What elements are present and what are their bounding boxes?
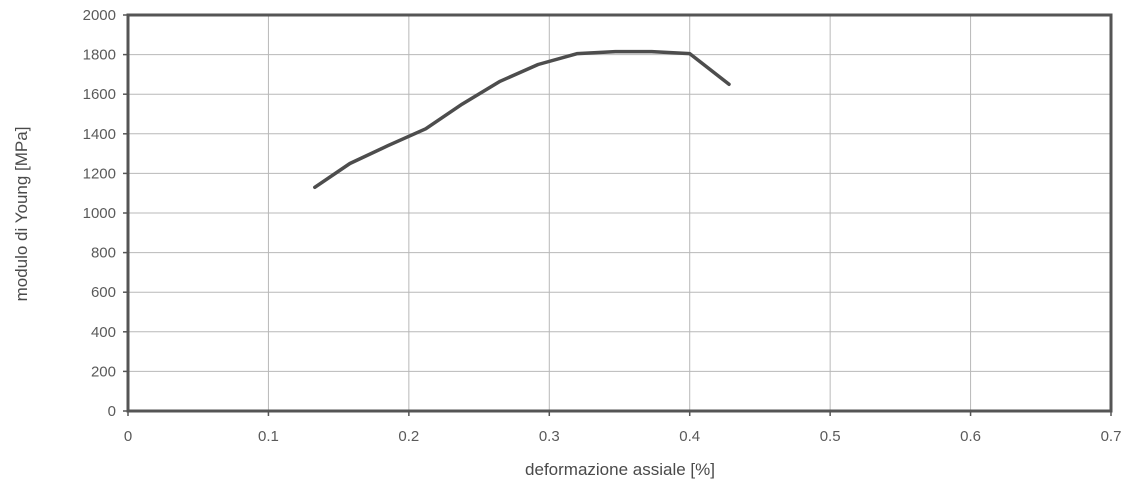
y-tick-label: 1400 — [83, 126, 116, 143]
y-tick-label: 200 — [91, 363, 116, 380]
y-tick-label: 1800 — [83, 47, 116, 64]
series-line — [313, 49, 731, 190]
series-layer — [313, 49, 731, 190]
y-tick-label: 400 — [91, 324, 116, 341]
y-tick-label: 600 — [91, 284, 116, 301]
x-axis-title: deformazione assiale [%] — [525, 460, 715, 479]
x-axis-ticks: 0 0.1 0.2 0.3 0.4 0.5 0.6 0.7 — [124, 411, 1122, 445]
x-tick-label: 0.7 — [1101, 428, 1122, 445]
y-tick-label: 1000 — [83, 205, 116, 222]
y-tick-label: 800 — [91, 245, 116, 262]
grid-lines — [127, 14, 1112, 412]
x-tick-label: 0.3 — [539, 428, 560, 445]
x-tick-label: 0.6 — [960, 428, 981, 445]
y-axis-ticks: 0 200 400 600 800 1000 1200 1400 1600 1800 2000 — [83, 7, 128, 420]
y-tick-label: 0 — [108, 403, 116, 420]
x-tick-label: 0.2 — [398, 428, 419, 445]
x-tick-label: 0.5 — [820, 428, 841, 445]
y-tick-label: 1200 — [83, 165, 116, 182]
y-tick-label: 1600 — [83, 86, 116, 103]
x-tick-label: 0 — [124, 428, 132, 445]
x-tick-label: 0.1 — [258, 428, 279, 445]
x-tick-label: 0.4 — [679, 428, 700, 445]
y-tick-label: 2000 — [83, 7, 116, 24]
y-axis-title: modulo di Young [MPa] — [12, 127, 31, 302]
